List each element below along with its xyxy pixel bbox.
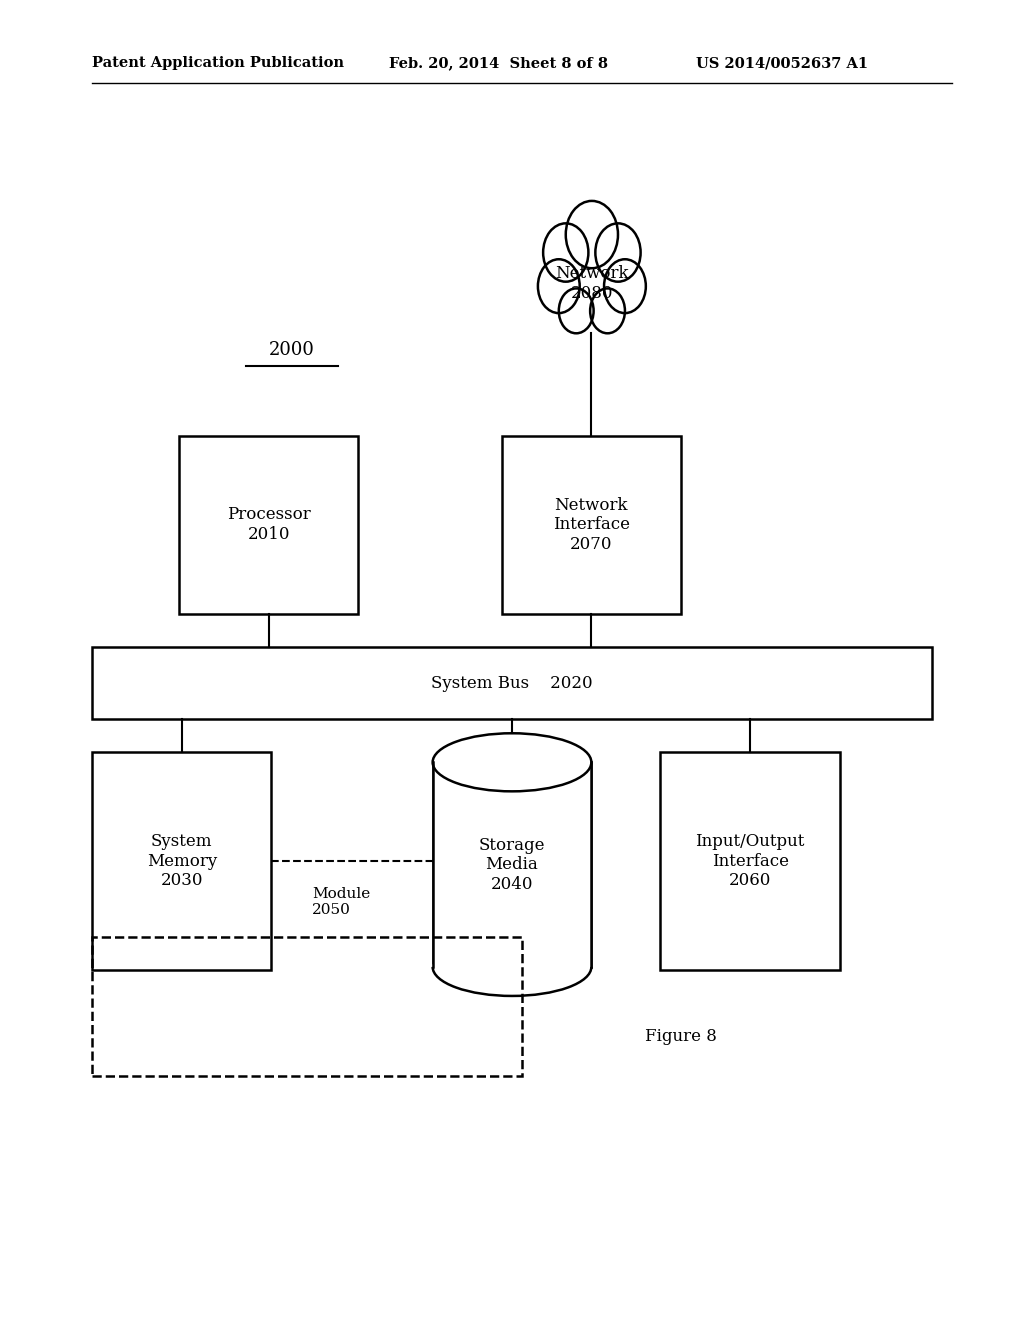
FancyBboxPatch shape bbox=[179, 436, 358, 614]
Circle shape bbox=[559, 288, 594, 333]
FancyBboxPatch shape bbox=[502, 436, 681, 614]
Text: System Bus    2020: System Bus 2020 bbox=[431, 675, 593, 692]
Text: Module
2050: Module 2050 bbox=[312, 887, 371, 917]
Ellipse shape bbox=[432, 937, 592, 997]
FancyBboxPatch shape bbox=[92, 752, 271, 970]
Text: Storage
Media
2040: Storage Media 2040 bbox=[479, 837, 545, 892]
Circle shape bbox=[565, 201, 617, 268]
Text: Network
Interface
2070: Network Interface 2070 bbox=[553, 496, 630, 553]
Circle shape bbox=[543, 223, 589, 281]
Text: System
Memory
2030: System Memory 2030 bbox=[146, 833, 217, 890]
FancyBboxPatch shape bbox=[660, 752, 840, 970]
Circle shape bbox=[595, 223, 641, 281]
FancyBboxPatch shape bbox=[432, 763, 592, 966]
Text: Patent Application Publication: Patent Application Publication bbox=[92, 57, 344, 70]
Text: Processor
2010: Processor 2010 bbox=[227, 507, 310, 543]
Text: Network
2080: Network 2080 bbox=[555, 265, 629, 302]
Text: 2000: 2000 bbox=[269, 341, 314, 359]
FancyBboxPatch shape bbox=[92, 647, 932, 719]
Circle shape bbox=[604, 259, 646, 313]
Text: US 2014/0052637 A1: US 2014/0052637 A1 bbox=[696, 57, 868, 70]
Ellipse shape bbox=[432, 734, 592, 792]
Circle shape bbox=[538, 259, 580, 313]
Circle shape bbox=[590, 288, 625, 333]
Text: Figure 8: Figure 8 bbox=[645, 1028, 717, 1044]
Text: Input/Output
Interface
2060: Input/Output Interface 2060 bbox=[695, 833, 805, 890]
Text: Feb. 20, 2014  Sheet 8 of 8: Feb. 20, 2014 Sheet 8 of 8 bbox=[389, 57, 608, 70]
